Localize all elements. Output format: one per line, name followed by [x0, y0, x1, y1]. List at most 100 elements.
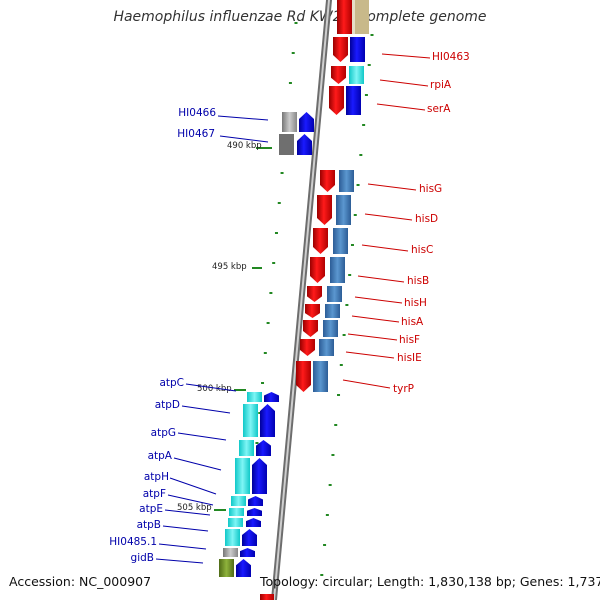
label-leader-line	[155, 558, 204, 564]
reverse-gene-arrow[interactable]	[256, 440, 271, 456]
gene-label-HI0467[interactable]: HI0467	[177, 128, 215, 140]
gene-label-hisIE[interactable]: hisIE	[397, 352, 422, 364]
cog-category-box	[323, 320, 338, 337]
label-leader-line	[181, 405, 231, 414]
kbp-label-495: 495 kbp	[212, 262, 247, 272]
label-leader-line	[217, 115, 269, 121]
gene-label-hisH[interactable]: hisH	[404, 297, 427, 309]
forward-gene-arrow[interactable]	[320, 170, 335, 192]
gc-dot	[353, 214, 357, 216]
reverse-gene-arrow[interactable]	[297, 134, 312, 155]
gc-dot	[258, 412, 262, 414]
kbp-label-490: 490 kbp	[227, 141, 262, 151]
gene-label-atpE[interactable]: atpE	[139, 503, 163, 515]
reverse-gene-arrow[interactable]	[242, 529, 257, 546]
cog-category-box	[325, 304, 340, 318]
cog-category-box	[231, 496, 246, 506]
gene-label-atpC[interactable]: atpC	[159, 377, 184, 389]
cog-category-box	[346, 86, 361, 115]
forward-gene-arrow[interactable]	[300, 339, 315, 356]
label-leader-line	[342, 379, 391, 389]
cog-category-box	[243, 404, 258, 437]
cog-category-box	[235, 458, 250, 494]
gene-label-atpA[interactable]: atpA	[148, 450, 173, 462]
reverse-gene-arrow[interactable]	[248, 496, 263, 506]
forward-gene-arrow[interactable]	[333, 37, 348, 62]
reverse-gene-arrow[interactable]	[252, 458, 267, 494]
genome-backbone	[271, 0, 332, 600]
partial-features-bottom	[260, 594, 274, 600]
gc-dot	[266, 322, 270, 324]
cog-category-box	[330, 257, 345, 283]
left-gene-labels: HI0466 HI0467 atpC atpD atpG atpA atpH atpF atpE…	[109, 107, 269, 564]
label-leader-line	[177, 432, 227, 441]
gene-label-rpiA[interactable]: rpiA	[430, 79, 452, 91]
cog-category-box	[247, 392, 262, 402]
gene-label-atpB[interactable]: atpB	[137, 519, 161, 531]
reverse-gene-arrow[interactable]	[246, 518, 261, 527]
cog-category-box	[219, 559, 234, 577]
gc-dot	[274, 232, 278, 234]
gc-dot	[364, 94, 368, 96]
gene-label-hisB[interactable]: hisB	[407, 275, 429, 287]
cog-category-box	[339, 170, 354, 192]
cog-category-box	[279, 134, 294, 155]
label-leader-line	[185, 383, 237, 392]
cog-category-box	[228, 518, 243, 527]
forward-gene-arrow[interactable]	[331, 66, 346, 84]
forward-strand-genes	[296, 37, 365, 392]
gc-dot	[367, 64, 371, 66]
forward-gene-arrow[interactable]	[329, 86, 344, 115]
gene-label-hisD[interactable]: hisD	[415, 213, 438, 225]
gene-label-hisA[interactable]: hisA	[401, 316, 424, 328]
gc-dot	[328, 484, 332, 486]
cog-category-box	[350, 37, 365, 62]
gene-label-gidB[interactable]: gidB	[131, 552, 154, 564]
gene-label-HI0463[interactable]: HI0463	[432, 51, 470, 63]
reverse-gene-arrow[interactable]	[299, 112, 314, 132]
reverse-strand-genes	[219, 112, 314, 577]
label-leader-line	[381, 53, 431, 59]
gc-dot	[291, 52, 295, 54]
gene-label-tyrP[interactable]: tyrP	[393, 383, 414, 395]
gene-label-hisG[interactable]: hisG	[419, 183, 442, 195]
label-leader-line	[173, 457, 222, 471]
label-leader-line	[345, 351, 395, 359]
forward-gene-arrow[interactable]	[307, 286, 322, 302]
gene-label-HI0485.1[interactable]: HI0485.1	[109, 536, 157, 548]
gc-dot	[263, 352, 267, 354]
forward-gene-arrow[interactable]	[313, 228, 328, 254]
gene-label-serA[interactable]: serA	[427, 103, 451, 115]
reverse-gene-arrow[interactable]	[240, 548, 255, 557]
right-gene-labels: HI0463 rpiA serA hisG hisD hisC hisB hisH hisA hi…	[342, 51, 470, 395]
gene-label-atpG[interactable]: atpG	[151, 427, 176, 439]
forward-gene-arrow[interactable]	[310, 257, 325, 283]
gc-dot	[337, 394, 341, 396]
gc-dot	[272, 262, 276, 264]
gene-label-hisF[interactable]: hisF	[399, 334, 420, 346]
cog-category-box	[349, 66, 364, 84]
gene-label-atpF[interactable]: atpF	[143, 488, 166, 500]
cog-category-box	[225, 529, 240, 546]
reverse-gene-arrow[interactable]	[236, 559, 251, 577]
cog-category-box	[319, 339, 334, 356]
forward-gene-arrow[interactable]	[303, 320, 318, 337]
reverse-gene-arrow[interactable]	[264, 392, 279, 402]
gc-dot	[356, 184, 360, 186]
reverse-gene-arrow[interactable]	[260, 404, 275, 437]
label-leader-line	[367, 183, 417, 191]
forward-gene-arrow[interactable]	[317, 195, 332, 225]
forward-gene-arrow[interactable]	[296, 361, 311, 392]
reverse-gene-arrow[interactable]	[247, 508, 262, 516]
gene-label-hisC[interactable]: hisC	[411, 244, 433, 256]
gc-dot	[277, 202, 281, 204]
label-leader-line	[361, 244, 409, 252]
gc-dot	[261, 382, 265, 384]
cog-category-box	[336, 195, 351, 225]
forward-gene-arrow[interactable]	[305, 304, 320, 318]
gene-label-HI0466[interactable]: HI0466	[178, 107, 216, 119]
gene-label-atpH[interactable]: atpH	[144, 471, 169, 483]
gc-dot	[350, 244, 354, 246]
gene-label-atpD[interactable]: atpD	[155, 399, 180, 411]
